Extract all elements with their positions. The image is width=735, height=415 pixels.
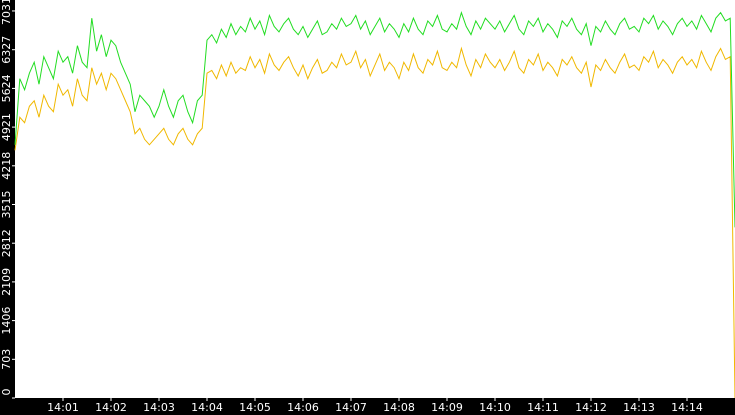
y-tick-label: 7031 bbox=[0, 0, 13, 25]
x-tick-label: 14:13 bbox=[623, 401, 655, 414]
x-axis-band bbox=[0, 398, 735, 415]
series-line bbox=[14, 11, 735, 228]
x-tick-label: 14:05 bbox=[239, 401, 271, 414]
x-tick-label: 14:09 bbox=[431, 401, 463, 414]
x-tick-label: 14:07 bbox=[335, 401, 367, 414]
y-tick-label: 5624 bbox=[0, 74, 13, 102]
y-tick-label: 1406 bbox=[0, 307, 13, 335]
x-tick-label: 14:02 bbox=[95, 401, 127, 414]
y-tick-label: 4218 bbox=[0, 152, 13, 180]
y-tick-label: 2109 bbox=[0, 268, 13, 296]
y-tick-label: 2812 bbox=[0, 229, 13, 257]
x-tick-label: 14:01 bbox=[47, 401, 79, 414]
y-tick-label: 3515 bbox=[0, 191, 13, 219]
x-tick-label: 14:06 bbox=[287, 401, 319, 414]
x-tick-label: 14:12 bbox=[575, 401, 607, 414]
x-tick-label: 14:11 bbox=[527, 401, 559, 414]
y-tick-label: 6327 bbox=[0, 36, 13, 64]
x-tick-label: 14:08 bbox=[383, 401, 415, 414]
y-tick-label: 4921 bbox=[0, 113, 13, 141]
series-line bbox=[14, 46, 735, 399]
x-tick-label: 14:03 bbox=[143, 401, 175, 414]
x-tick-label: 14:04 bbox=[191, 401, 223, 414]
y-tick-label: 0 bbox=[0, 389, 13, 396]
x-tick-label: 14:14 bbox=[671, 401, 703, 414]
x-tick-label: 14:10 bbox=[479, 401, 511, 414]
y-tick-label: 703 bbox=[0, 349, 13, 370]
y-axis-band bbox=[0, 0, 15, 415]
